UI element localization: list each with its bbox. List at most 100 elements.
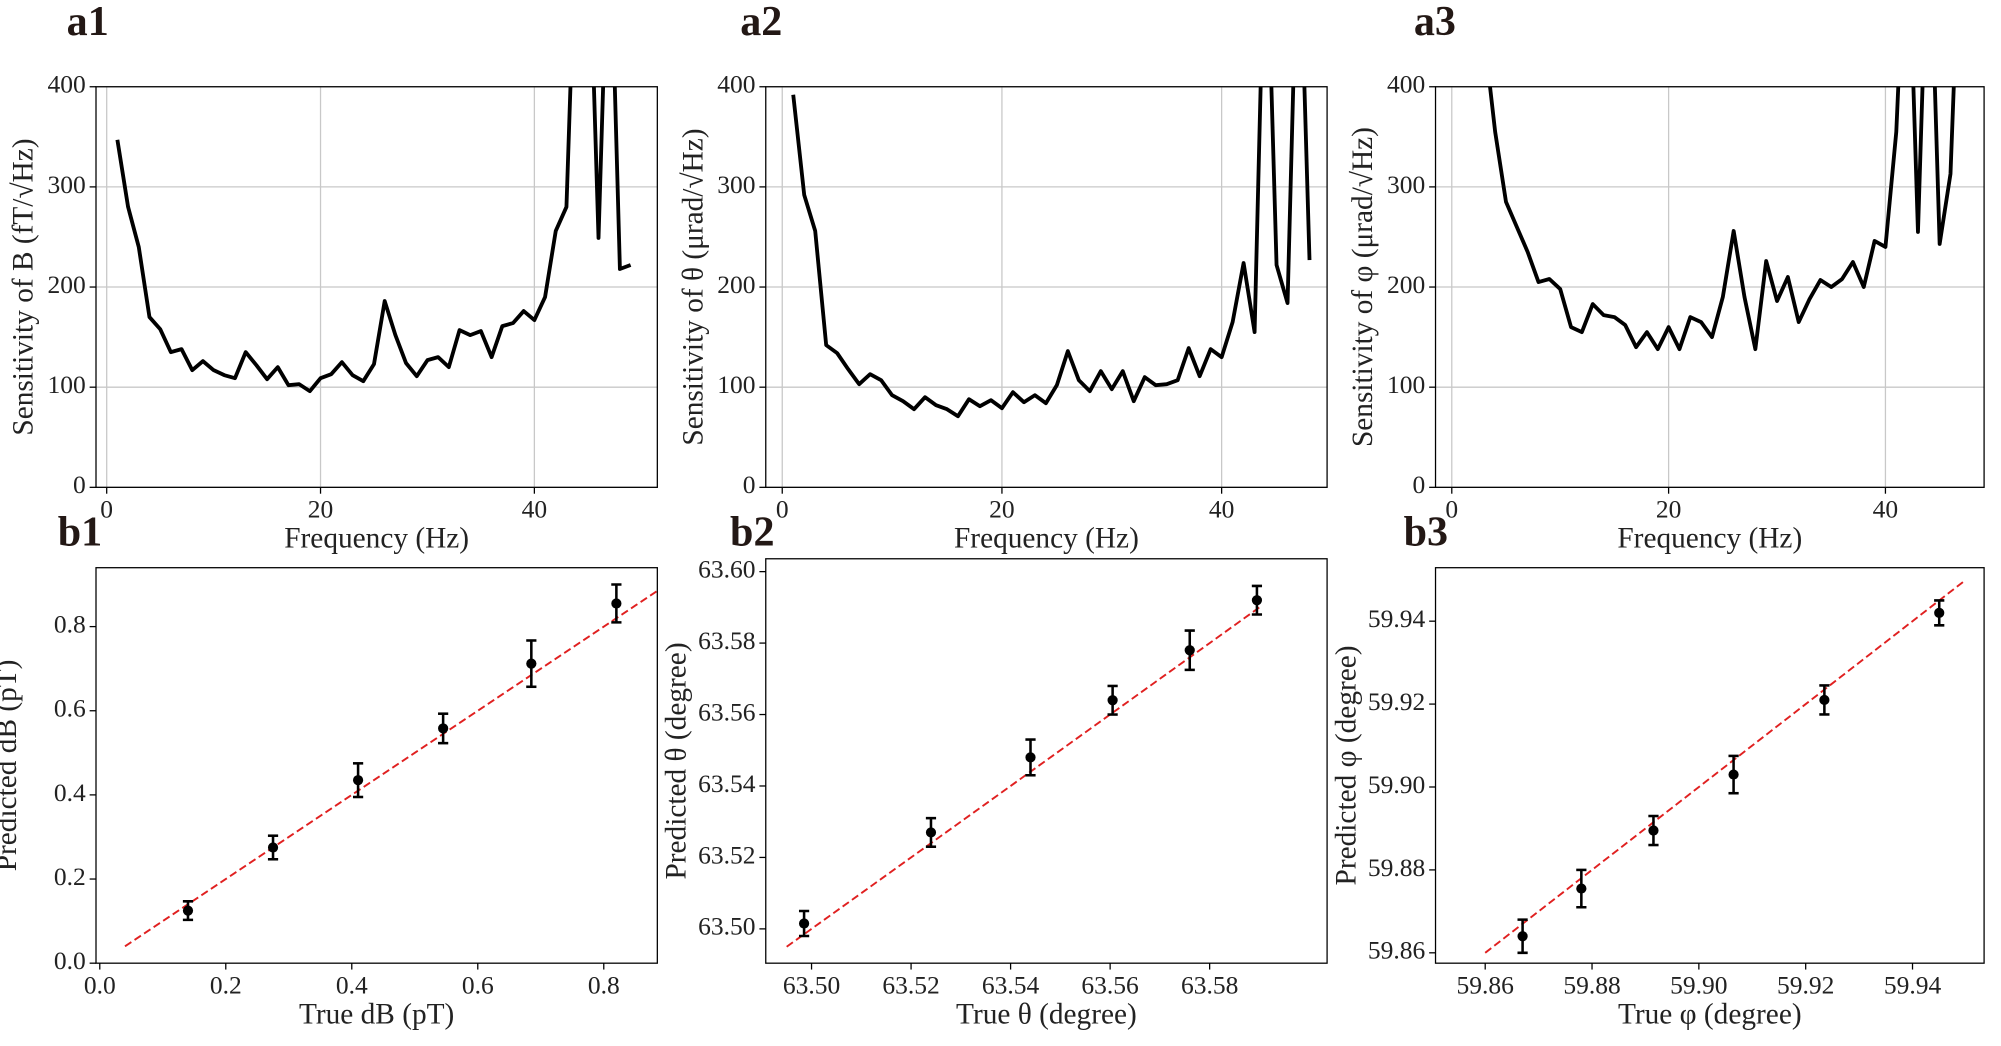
- reference-line: [1484, 578, 1967, 954]
- data-line: [791, 86, 1312, 419]
- axes-frame: [765, 86, 1328, 488]
- y-tick-label: 0: [73, 470, 86, 499]
- data-point: [438, 723, 449, 734]
- x-tick-label: 40: [1873, 494, 1899, 523]
- y-tick-label: 63.56: [698, 697, 755, 726]
- panel-label: a1: [67, 0, 109, 45]
- y-tick-label: 100: [48, 370, 86, 399]
- axes-frame: [1434, 86, 1985, 488]
- x-axis-label: Frequency (Hz): [954, 523, 1139, 555]
- y-axis-label: Sensitivity of B (fT/√Hz): [8, 138, 40, 435]
- panel-label: b2: [730, 508, 774, 555]
- y-tick-label: 200: [1387, 270, 1425, 299]
- y-tick-label: 0.8: [54, 609, 86, 638]
- x-tick-label: 0.8: [588, 970, 620, 999]
- data-point: [1107, 695, 1118, 706]
- y-tick-label: 0.6: [54, 694, 86, 723]
- x-axis-label: Frequency (Hz): [284, 523, 469, 555]
- data-point: [1184, 645, 1195, 656]
- y-tick-label: 400: [717, 70, 755, 99]
- x-axis-label: True θ (degree): [956, 998, 1137, 1030]
- x-tick-label: 59.94: [1884, 970, 1942, 999]
- plot-area: [124, 583, 658, 948]
- y-axis-label: Predicted θ (degree): [661, 642, 693, 879]
- plot-area: [786, 584, 1263, 948]
- y-tick-label: 0: [743, 470, 756, 499]
- data-line: [1488, 86, 1956, 352]
- y-tick-label: 400: [48, 70, 86, 99]
- axes-frame: [1434, 567, 1985, 964]
- y-axis-label: Predicted dB (pT): [0, 660, 23, 872]
- x-tick-label: 20: [308, 494, 334, 523]
- y-tick-label: 63.58: [698, 626, 755, 655]
- data-point: [267, 842, 279, 853]
- x-tick-label: 0.4: [336, 970, 368, 999]
- data-point: [1819, 694, 1830, 706]
- data-point: [182, 905, 194, 916]
- y-tick-label: 59.88: [1368, 853, 1425, 882]
- reference-line: [786, 606, 1260, 948]
- data-point: [1648, 825, 1659, 836]
- data-point: [1728, 769, 1739, 780]
- reference-line: [124, 589, 658, 948]
- x-tick-label: 59.92: [1777, 970, 1834, 999]
- y-tick-label: 63.50: [698, 912, 755, 941]
- y-tick-label: 400: [1387, 70, 1425, 99]
- data-point: [1025, 752, 1036, 763]
- panel-label: a2: [740, 0, 782, 45]
- y-axis-label: Sensitivity of φ (μrad/√Hz): [1347, 127, 1379, 447]
- data-line: [115, 86, 632, 394]
- data-point: [611, 598, 622, 609]
- y-tick-label: 100: [717, 370, 755, 399]
- y-tick-label: 0.2: [54, 862, 86, 891]
- x-tick-label: 20: [989, 494, 1015, 523]
- x-axis-label: Frequency (Hz): [1617, 523, 1802, 555]
- panel-label: b3: [1404, 508, 1448, 555]
- data-point: [1576, 883, 1587, 894]
- y-tick-label: 59.86: [1368, 936, 1425, 965]
- data-point: [798, 918, 810, 929]
- x-axis-label: True dB (pT): [299, 998, 454, 1030]
- x-tick-label: 0: [100, 494, 113, 523]
- x-tick-label: 63.50: [783, 970, 840, 999]
- x-tick-label: 59.88: [1563, 970, 1620, 999]
- y-axis-label: Sensitivity of θ (μrad/√Hz): [677, 128, 709, 445]
- axes-frame: [765, 558, 1328, 964]
- x-tick-label: 59.86: [1457, 970, 1514, 999]
- y-tick-label: 300: [48, 170, 86, 199]
- x-tick-label: 40: [1209, 494, 1235, 523]
- x-tick-label: 63.56: [1081, 970, 1138, 999]
- x-tick-label: 20: [1656, 494, 1682, 523]
- panel-label: a3: [1414, 0, 1456, 45]
- plot-area: [791, 86, 1312, 419]
- axes-frame: [95, 567, 658, 964]
- y-tick-label: 59.90: [1368, 770, 1425, 799]
- x-axis-label: True φ (degree): [1618, 998, 1802, 1030]
- data-point: [925, 827, 937, 838]
- plot-area: [1484, 578, 1967, 955]
- x-tick-label: 0.2: [210, 970, 242, 999]
- x-tick-label: 63.52: [882, 970, 939, 999]
- y-tick-label: 63.52: [698, 840, 755, 869]
- data-point: [526, 658, 537, 669]
- x-tick-label: 0.0: [84, 970, 116, 999]
- y-tick-label: 200: [48, 270, 86, 299]
- x-tick-label: 59.90: [1670, 970, 1727, 999]
- y-axis-label: Predicted φ (degree): [1331, 645, 1363, 885]
- data-point: [1934, 607, 1945, 618]
- y-tick-label: 0.0: [54, 946, 86, 975]
- y-tick-label: 300: [717, 170, 755, 199]
- x-tick-label: 40: [522, 494, 548, 523]
- y-tick-label: 59.92: [1368, 687, 1425, 716]
- y-tick-label: 63.54: [698, 769, 756, 798]
- data-point: [352, 775, 364, 786]
- y-tick-label: 0.4: [54, 778, 86, 807]
- x-tick-label: 63.54: [982, 970, 1040, 999]
- y-tick-label: 100: [1387, 370, 1425, 399]
- x-tick-label: 63.58: [1181, 970, 1238, 999]
- data-point: [1517, 931, 1528, 942]
- x-tick-label: 0: [1445, 494, 1458, 523]
- axes-frame: [95, 86, 658, 488]
- y-tick-label: 300: [1387, 170, 1425, 199]
